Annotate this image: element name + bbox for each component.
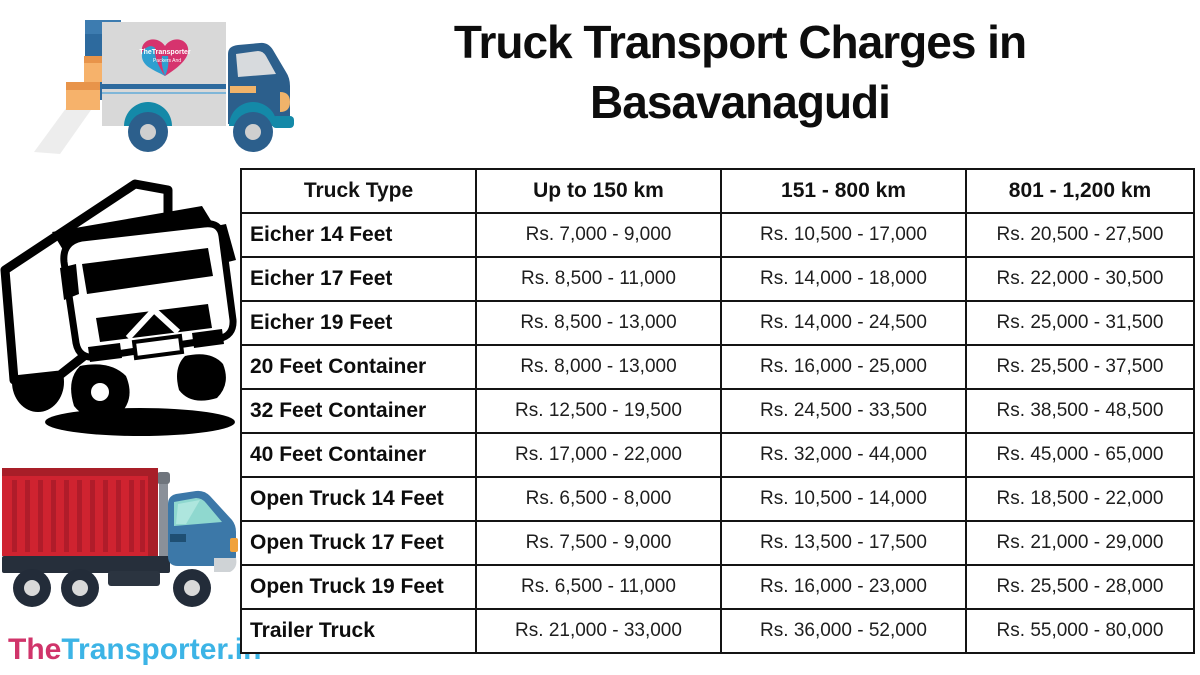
- price-range-cell: Rs. 7,500 - 9,000: [475, 520, 722, 566]
- transporter-heart-logo: TheTransporter Packers And: [139, 39, 191, 76]
- page-title-line2: Basavanagudi: [590, 76, 891, 128]
- page-title: Truck Transport Charges in Basavanagudi: [290, 12, 1190, 132]
- table-row: Open Truck 14 Feet Rs. 6,500 - 8,000 Rs. 1…: [240, 476, 1195, 522]
- truck-type-cell: Open Truck 17 Feet: [240, 520, 477, 566]
- price-range-cell: Rs. 14,000 - 24,500: [720, 300, 967, 346]
- truck-type-cell: Eicher 19 Feet: [240, 300, 477, 346]
- price-range-cell: Rs. 8,000 - 13,000: [475, 344, 722, 390]
- table-row: Eicher 14 Feet Rs. 7,000 - 9,000 Rs. 10,50…: [240, 212, 1195, 258]
- table-row: Trailer Truck Rs. 21,000 - 33,000 Rs. 36,0…: [240, 608, 1195, 654]
- brand-prefix: The: [8, 633, 62, 666]
- price-range-cell: Rs. 25,500 - 28,000: [965, 564, 1195, 610]
- truck-type-cell: 40 Feet Container: [240, 432, 477, 478]
- truck-type-cell: Eicher 14 Feet: [240, 212, 477, 258]
- column-header-151-800km: 151 - 800 km: [720, 168, 967, 214]
- column-header-801-1200km: 801 - 1,200 km: [965, 168, 1195, 214]
- svg-text:Packers And: Packers And: [153, 58, 181, 64]
- price-range-cell: Rs. 16,000 - 23,000: [720, 564, 967, 610]
- price-range-cell: Rs. 10,500 - 14,000: [720, 476, 967, 522]
- price-range-cell: Rs. 14,000 - 18,000: [720, 256, 967, 302]
- charges-table-body: Eicher 14 Feet Rs. 7,000 - 9,000 Rs. 10,50…: [240, 212, 1195, 654]
- price-range-cell: Rs. 55,000 - 80,000: [965, 608, 1195, 654]
- truck-type-cell: 32 Feet Container: [240, 388, 477, 434]
- price-range-cell: Rs. 38,500 - 48,500: [965, 388, 1195, 434]
- price-range-cell: Rs. 6,500 - 8,000: [475, 476, 722, 522]
- price-range-cell: Rs. 6,500 - 11,000: [475, 564, 722, 610]
- price-range-cell: Rs. 36,000 - 52,000: [720, 608, 967, 654]
- price-range-cell: Rs. 12,500 - 19,500: [475, 388, 722, 434]
- price-range-cell: Rs. 16,000 - 25,000: [720, 344, 967, 390]
- price-range-cell: Rs. 32,000 - 44,000: [720, 432, 967, 478]
- table-row: Open Truck 19 Feet Rs. 6,500 - 11,000 Rs. …: [240, 564, 1195, 610]
- table-row: 40 Feet Container Rs. 17,000 - 22,000 Rs. …: [240, 432, 1195, 478]
- table-row: 32 Feet Container Rs. 12,500 - 19,500 Rs. …: [240, 388, 1195, 434]
- moving-truck-logo-icon: TheTransporter Packers And: [28, 4, 303, 164]
- truck-type-cell: Trailer Truck: [240, 608, 477, 654]
- price-range-cell: Rs. 25,500 - 37,500: [965, 344, 1195, 390]
- red-container-truck-icon: [0, 446, 238, 639]
- table-row: Eicher 17 Feet Rs. 8,500 - 11,000 Rs. 14,0…: [240, 256, 1195, 302]
- table-row: Eicher 19 Feet Rs. 8,500 - 13,000 Rs. 14,0…: [240, 300, 1195, 346]
- column-header-truck-type: Truck Type: [240, 168, 477, 214]
- price-range-cell: Rs. 45,000 - 65,000: [965, 432, 1195, 478]
- price-range-cell: Rs. 25,000 - 31,500: [965, 300, 1195, 346]
- table-row: Open Truck 17 Feet Rs. 7,500 - 9,000 Rs. 1…: [240, 520, 1195, 566]
- price-range-cell: Rs. 8,500 - 11,000: [475, 256, 722, 302]
- charges-table: Truck Type Up to 150 km 151 - 800 km 801…: [240, 168, 1195, 654]
- brand-suffix: Transporter.in: [61, 633, 262, 666]
- svg-text:TheTransporter: TheTransporter: [139, 49, 191, 56]
- column-header-up-to-150km: Up to 150 km: [475, 168, 722, 214]
- price-range-cell: Rs. 22,000 - 30,500: [965, 256, 1195, 302]
- price-range-cell: Rs. 13,500 - 17,500: [720, 520, 967, 566]
- table-header-row: Truck Type Up to 150 km 151 - 800 km 801…: [240, 168, 1195, 214]
- price-range-cell: Rs. 10,500 - 17,000: [720, 212, 967, 258]
- price-range-cell: Rs. 7,000 - 9,000: [475, 212, 722, 258]
- truck-type-cell: Eicher 17 Feet: [240, 256, 477, 302]
- table-row: 20 Feet Container Rs. 8,000 - 13,000 Rs. 1…: [240, 344, 1195, 390]
- price-range-cell: Rs. 24,500 - 33,500: [720, 388, 967, 434]
- price-range-cell: Rs. 21,000 - 33,000: [475, 608, 722, 654]
- price-range-cell: Rs. 20,500 - 27,500: [965, 212, 1195, 258]
- price-range-cell: Rs. 8,500 - 13,000: [475, 300, 722, 346]
- price-range-cell: Rs. 18,500 - 22,000: [965, 476, 1195, 522]
- price-range-cell: Rs. 21,000 - 29,000: [965, 520, 1195, 566]
- truck-type-cell: Open Truck 19 Feet: [240, 564, 477, 610]
- truck-type-cell: 20 Feet Container: [240, 344, 477, 390]
- price-range-cell: Rs. 17,000 - 22,000: [475, 432, 722, 478]
- truck-type-cell: Open Truck 14 Feet: [240, 476, 477, 522]
- brand-wordmark: TheTransporter.in: [8, 633, 261, 667]
- black-lineart-truck-icon: [0, 170, 238, 453]
- page-title-line1: Truck Transport Charges in: [453, 16, 1027, 68]
